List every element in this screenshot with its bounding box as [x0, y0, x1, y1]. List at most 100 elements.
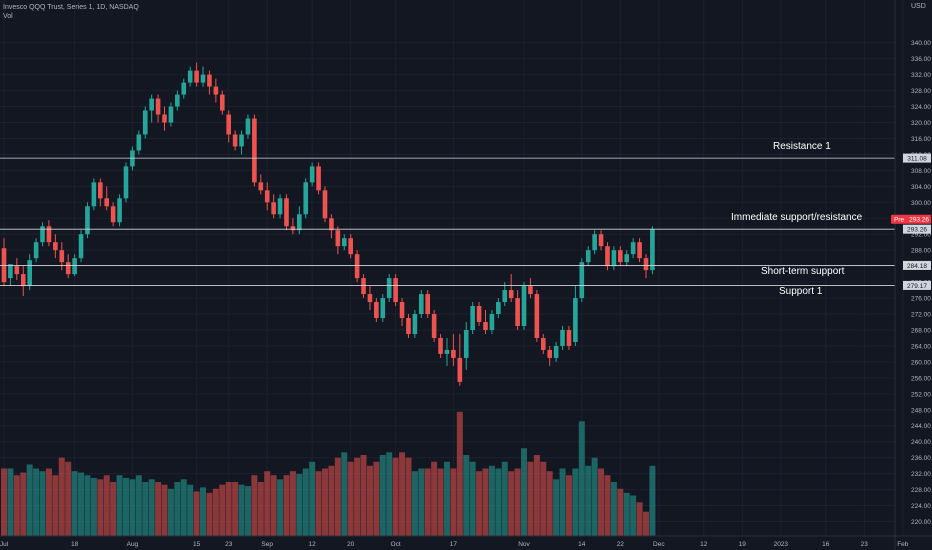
- candle-body: [341, 238, 347, 247]
- volume-bar: [135, 475, 142, 536]
- volume-bar: [45, 468, 52, 536]
- volume-bar: [437, 468, 444, 536]
- candle-body: [213, 86, 219, 95]
- volume-bar: [78, 472, 85, 536]
- volume-bar: [636, 502, 643, 536]
- candle-body: [496, 302, 501, 315]
- volume-bar: [33, 468, 40, 536]
- time-tick-label: 2023: [774, 541, 789, 548]
- volume-bar: [270, 475, 277, 536]
- last-price-badge[interactable]: [891, 214, 931, 224]
- candles: [1, 62, 655, 386]
- volume-legend[interactable]: Vol: [3, 13, 13, 20]
- annotation-short-term-support[interactable]: Short-term support: [761, 266, 845, 277]
- price-tick-label: 248.00: [911, 407, 931, 414]
- level-price-tag-text: 279.17: [907, 283, 927, 290]
- time-axis[interactable]: Jul 18 Aug 15 23 Sep 12 20 Oct 17 Nov 14 22 Dec 12 19 20…: [0, 541, 909, 548]
- candle-body: [502, 290, 508, 303]
- volume-bar: [20, 472, 27, 536]
- volume-bar: [514, 468, 521, 536]
- candle-body: [438, 337, 443, 354]
- volume-bar: [546, 471, 553, 536]
- volume-bar: [405, 457, 412, 536]
- volume-bar: [7, 468, 14, 536]
- volume-bar: [180, 479, 187, 536]
- candle-body: [399, 302, 405, 319]
- volume-bar: [122, 477, 129, 536]
- candle-body: [476, 306, 482, 323]
- candle-body: [277, 198, 283, 215]
- candle-body: [386, 278, 392, 299]
- annotation-support-1[interactable]: Support 1: [779, 286, 823, 297]
- volume-bar: [553, 479, 560, 536]
- annotation-resistance-1[interactable]: Resistance 1: [773, 141, 831, 152]
- candle-body: [33, 242, 39, 259]
- candle-body: [309, 166, 315, 183]
- volume-bar: [379, 455, 386, 536]
- candle-body: [528, 286, 533, 295]
- volume-bar: [354, 457, 361, 536]
- candle-body: [573, 298, 578, 342]
- candle-body: [380, 298, 386, 319]
- candle-body: [187, 70, 193, 83]
- candle-body: [463, 329, 469, 358]
- annotation-immediate-support-resistance[interactable]: Immediate support/resistance: [731, 212, 863, 223]
- candle-body: [14, 266, 20, 275]
- horizontal-levels[interactable]: [0, 157, 895, 286]
- time-tick-label: Sep: [261, 541, 273, 548]
- candle-body: [181, 82, 187, 95]
- volume-bar: [97, 479, 104, 536]
- volume-bar: [495, 468, 502, 536]
- candle-body: [264, 190, 270, 203]
- volume-bar: [591, 457, 598, 536]
- volume-bar: [71, 471, 78, 536]
- candle-body: [245, 118, 251, 135]
- volume-bar: [129, 479, 136, 536]
- volume-bar: [84, 475, 91, 536]
- time-tick-label: 15: [193, 541, 201, 548]
- time-tick-label: 12: [309, 541, 317, 548]
- candle-body: [367, 294, 373, 303]
- volume-bar: [13, 475, 20, 536]
- price-tick-label: 232.00: [911, 471, 931, 478]
- candle-body: [59, 250, 65, 263]
- volume-bar: [565, 475, 572, 536]
- candle-body: [104, 198, 110, 207]
- volume-bar: [604, 475, 611, 536]
- candle-body: [483, 322, 488, 330]
- candle-body: [374, 302, 379, 319]
- chart-header: Invesco QQQ Trust, Series 1, 1D, NASDAQ …: [3, 3, 139, 21]
- time-tick-label: 14: [578, 541, 586, 548]
- volume-bar: [225, 482, 232, 536]
- volume-bar: [469, 461, 476, 536]
- currency-label[interactable]: USD: [911, 3, 926, 10]
- price-tick-label: 224.00: [911, 503, 931, 510]
- volume-bar: [161, 484, 168, 536]
- price-tick-label: 292.00: [911, 232, 931, 239]
- candle-body: [142, 110, 148, 135]
- volume-bar: [610, 482, 617, 536]
- symbol-title[interactable]: Invesco QQQ Trust, Series 1, 1D, NASDAQ: [3, 4, 139, 11]
- volume-bar: [58, 457, 65, 536]
- candle-body: [521, 286, 527, 326]
- level-price-tag: [903, 280, 931, 290]
- candle-body: [297, 214, 302, 231]
- time-tick-label: 16: [822, 541, 830, 548]
- candle-body: [284, 198, 289, 227]
- volume-bar: [456, 411, 463, 536]
- volume-bar: [508, 471, 515, 536]
- candle-body: [329, 218, 334, 231]
- candle-body: [406, 318, 411, 334]
- volume-bar: [463, 455, 470, 536]
- volume-bar: [309, 461, 316, 536]
- volume-bar: [488, 465, 495, 536]
- price-tick-label: 300.00: [911, 200, 931, 207]
- candle-body: [335, 230, 341, 247]
- time-tick-label: 18: [71, 541, 79, 548]
- candle-body: [611, 250, 617, 267]
- volume-bar: [386, 452, 393, 536]
- candle-body: [598, 234, 604, 247]
- price-tick-label: 328.00: [911, 88, 931, 95]
